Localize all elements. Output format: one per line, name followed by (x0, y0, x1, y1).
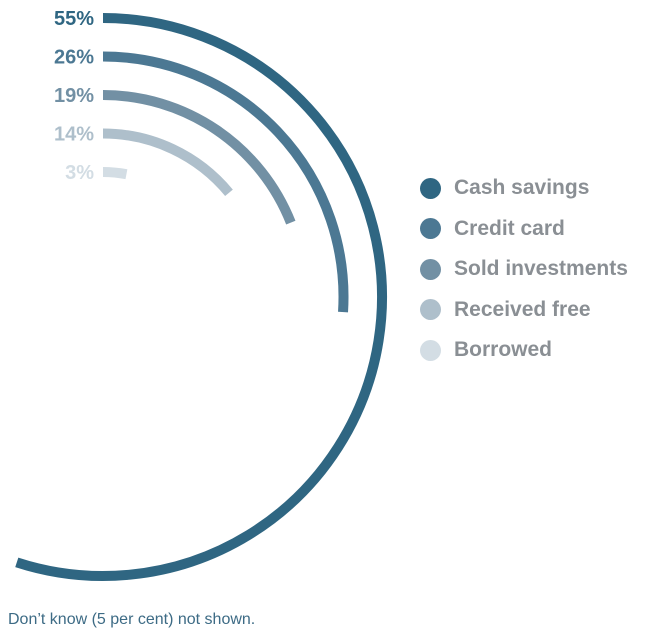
legend-item: Cash savings (420, 168, 646, 209)
legend-item: Received free (420, 290, 646, 331)
legend-item: Credit card (420, 209, 646, 250)
legend-label: Credit card (454, 216, 565, 240)
value-label-cash-savings: 55% (54, 8, 94, 30)
legend: Cash savings Credit card Sold investments R… (420, 168, 646, 371)
legend-label: Borrowed (454, 338, 553, 362)
arc-received-free (102, 128, 233, 196)
legend-label: Sold investments (454, 257, 628, 281)
value-label-borrowed: 3% (65, 162, 94, 184)
legend-item: Sold investments (420, 249, 646, 290)
value-label-received-free: 14% (54, 124, 94, 146)
legend-swatch-icon (420, 258, 441, 280)
legend-swatch-icon (420, 339, 441, 361)
arc-sold-investments (102, 90, 296, 225)
legend-label: Received free (454, 297, 591, 321)
legend-label: Cash savings (454, 176, 590, 200)
value-label-credit-card: 26% (54, 47, 94, 69)
legend-swatch-icon (420, 177, 441, 199)
arc-cash-savings (15, 13, 387, 581)
arc-credit-card (102, 51, 349, 313)
legend-swatch-icon (420, 218, 441, 240)
legend-item: Borrowed (420, 330, 646, 371)
legend-swatch-icon (420, 299, 441, 321)
arc-borrowed (102, 167, 128, 180)
footnote: Don’t know (5 per cent) not shown. (8, 611, 256, 628)
value-label-sold-investments: 19% (54, 85, 94, 107)
